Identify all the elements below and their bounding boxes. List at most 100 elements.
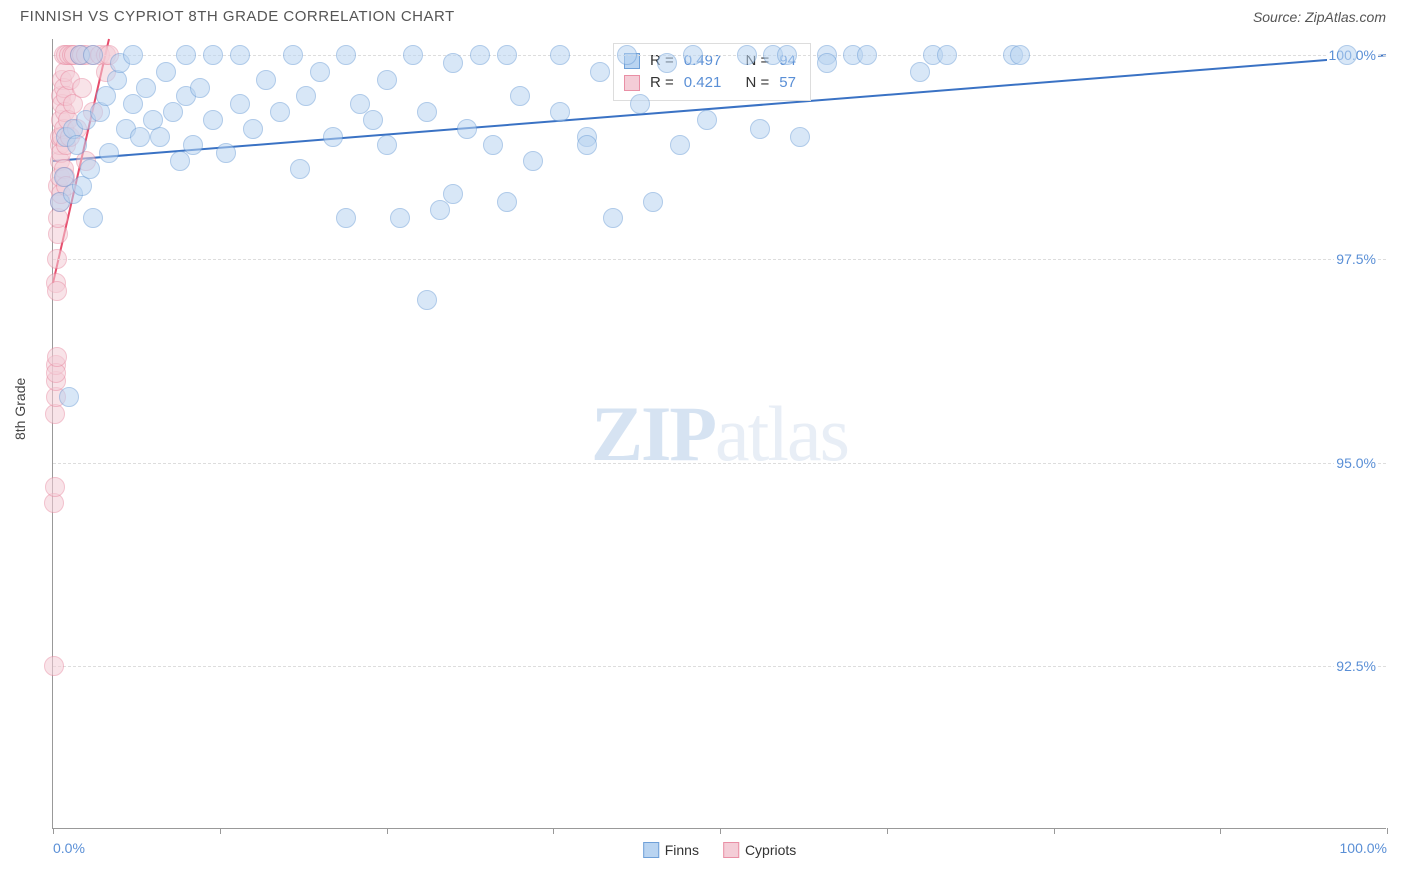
data-point-finns (617, 45, 637, 65)
data-point-finns (203, 110, 223, 130)
data-point-finns (377, 70, 397, 90)
data-point-finns (603, 208, 623, 228)
data-point-finns (67, 135, 87, 155)
ytick-label: 92.5% (1334, 658, 1378, 674)
r-label-2: R = (650, 72, 674, 94)
data-point-finns (577, 135, 597, 155)
xtick (887, 828, 888, 834)
data-point-finns (296, 86, 316, 106)
data-point-finns (737, 45, 757, 65)
xtick (53, 828, 54, 834)
data-point-finns (136, 78, 156, 98)
data-point-finns (310, 62, 330, 82)
data-point-finns (99, 143, 119, 163)
data-point-finns (777, 45, 797, 65)
bottom-swatch-finns (643, 842, 659, 858)
data-point-finns (323, 127, 343, 147)
y-axis-label: 8th Grade (12, 378, 28, 440)
xtick (1387, 828, 1388, 834)
xtick (1054, 828, 1055, 834)
data-point-finns (817, 53, 837, 73)
data-point-finns (403, 45, 423, 65)
data-point-cypriots (47, 347, 67, 367)
n-label-2: N = (745, 72, 769, 94)
data-point-finns (857, 45, 877, 65)
data-point-finns (910, 62, 930, 82)
data-point-cypriots (47, 249, 67, 269)
trend-lines (53, 39, 1386, 828)
ytick-label: 97.5% (1334, 251, 1378, 267)
bottom-legend: Finns Cypriots (643, 842, 797, 858)
data-point-finns (270, 102, 290, 122)
data-point-finns (510, 86, 530, 106)
data-point-finns (657, 53, 677, 73)
data-point-finns (443, 184, 463, 204)
xtick (1220, 828, 1221, 834)
legend-swatch-cypriots (624, 75, 640, 91)
data-point-finns (670, 135, 690, 155)
data-point-finns (230, 45, 250, 65)
data-point-finns (290, 159, 310, 179)
data-point-finns (790, 127, 810, 147)
xtick-label: 0.0% (53, 840, 85, 856)
xtick-label: 100.0% (1340, 840, 1387, 856)
plot-area: ZIPatlas R = 0.497 N = 94 R = 0.421 N = … (53, 39, 1386, 828)
data-point-finns (336, 208, 356, 228)
chart-title: FINNISH VS CYPRIOT 8TH GRADE CORRELATION… (20, 8, 455, 25)
chart-container: ZIPatlas R = 0.497 N = 94 R = 0.421 N = … (52, 39, 1386, 829)
data-point-finns (470, 45, 490, 65)
data-point-finns (256, 70, 276, 90)
data-point-finns (497, 192, 517, 212)
data-point-finns (163, 102, 183, 122)
gridline (53, 259, 1386, 260)
data-point-finns (176, 45, 196, 65)
xtick (553, 828, 554, 834)
data-point-finns (697, 110, 717, 130)
data-point-cypriots (45, 477, 65, 497)
data-point-finns (363, 110, 383, 130)
bottom-legend-cypriots: Cypriots (723, 842, 796, 858)
data-point-finns (156, 62, 176, 82)
data-point-finns (59, 387, 79, 407)
data-point-finns (457, 119, 477, 139)
data-point-finns (750, 119, 770, 139)
xtick (387, 828, 388, 834)
data-point-finns (83, 208, 103, 228)
data-point-finns (483, 135, 503, 155)
data-point-finns (130, 127, 150, 147)
legend-row-cypriots: R = 0.421 N = 57 (624, 72, 796, 94)
data-point-finns (230, 94, 250, 114)
data-point-finns (336, 45, 356, 65)
data-point-finns (83, 45, 103, 65)
data-point-finns (683, 45, 703, 65)
data-point-finns (190, 78, 210, 98)
data-point-finns (443, 53, 463, 73)
gridline (53, 55, 1386, 56)
data-point-finns (417, 290, 437, 310)
data-point-finns (643, 192, 663, 212)
ytick-label: 95.0% (1334, 455, 1378, 471)
data-point-finns (80, 159, 100, 179)
data-point-finns (243, 119, 263, 139)
data-point-finns (150, 127, 170, 147)
data-point-finns (123, 45, 143, 65)
cypriots-n-value: 57 (779, 72, 796, 94)
data-point-finns (1010, 45, 1030, 65)
xtick (720, 828, 721, 834)
data-point-finns (170, 151, 190, 171)
bottom-swatch-cypriots (723, 842, 739, 858)
cypriots-r-value: 0.421 (684, 72, 722, 94)
data-point-cypriots (47, 281, 67, 301)
data-point-finns (523, 151, 543, 171)
data-point-finns (123, 94, 143, 114)
data-point-finns (417, 102, 437, 122)
data-point-finns (497, 45, 517, 65)
data-point-finns (183, 135, 203, 155)
data-point-finns (550, 45, 570, 65)
xtick (220, 828, 221, 834)
data-point-finns (377, 135, 397, 155)
chart-header: FINNISH VS CYPRIOT 8TH GRADE CORRELATION… (0, 0, 1406, 33)
bottom-label-cypriots: Cypriots (745, 842, 796, 858)
gridline (53, 463, 1386, 464)
data-point-cypriots (44, 656, 64, 676)
